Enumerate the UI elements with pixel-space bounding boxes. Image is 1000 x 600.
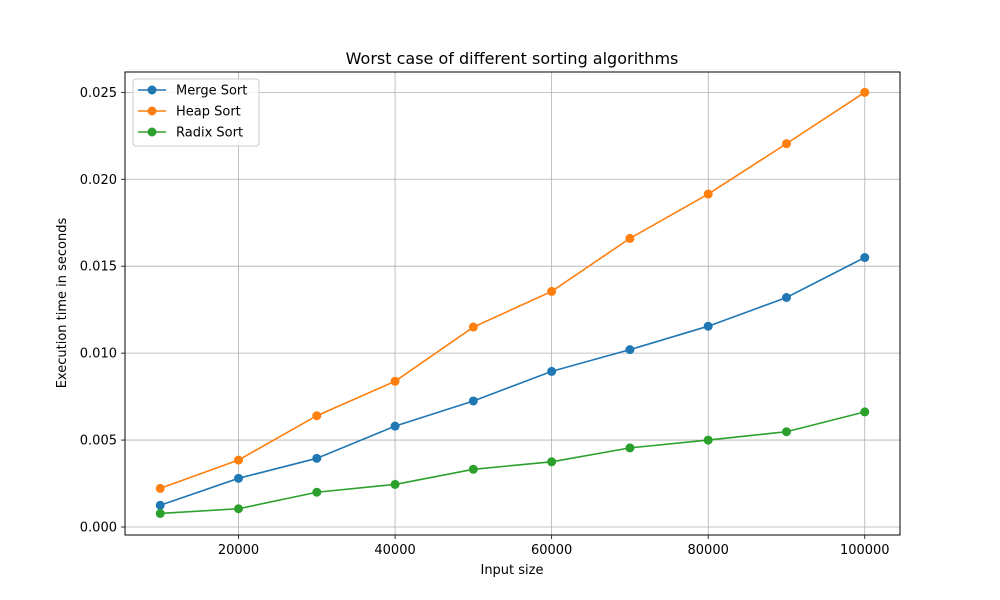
series-layer — [155, 87, 870, 518]
legend-label-merge-sort: Merge Sort — [176, 84, 247, 99]
x-tick-label: 60000 — [531, 543, 572, 558]
data-point-radix-sort — [703, 435, 713, 445]
data-point-merge-sort — [155, 500, 165, 510]
x-axis-label: Input size — [480, 563, 543, 578]
x-tick-label: 100000 — [840, 543, 890, 558]
plot-frame — [124, 71, 901, 536]
y-tick-label: 0.005 — [80, 434, 117, 449]
axis-ticks: 20000 40000 60000 80000 100000 0.000 0.005 0.01… — [80, 86, 890, 558]
data-point-heap-sort — [234, 455, 244, 465]
data-point-radix-sort — [312, 487, 322, 497]
data-point-heap-sort — [860, 87, 870, 97]
series-line-heap-sort — [159, 91, 866, 490]
data-point-merge-sort — [312, 453, 322, 463]
legend: Merge Sort Heap Sort Radix Sort — [132, 78, 260, 147]
data-point-merge-sort — [234, 473, 244, 483]
x-tick-label: 40000 — [374, 543, 415, 558]
data-point-merge-sort — [390, 421, 400, 431]
x-tick-label: 20000 — [218, 543, 259, 558]
data-point-radix-sort — [390, 479, 400, 489]
series-line-radix-sort — [160, 411, 865, 515]
data-point-merge-sort — [625, 345, 635, 355]
series-radix-sort — [155, 407, 870, 518]
data-point-radix-sort — [625, 443, 635, 453]
legend-label-radix-sort: Radix Sort — [176, 126, 243, 141]
series-line-merge-sort — [159, 256, 866, 507]
data-point-merge-sort — [703, 321, 713, 331]
data-point-heap-sort — [625, 233, 635, 243]
series-heap-sort — [155, 87, 870, 493]
y-tick-label: 0.025 — [80, 86, 117, 101]
chart-title: Worst case of different sorting algorith… — [346, 49, 679, 68]
y-tick-label: 0.000 — [80, 521, 117, 536]
data-point-heap-sort — [155, 483, 165, 493]
series-merge-sort — [155, 253, 870, 510]
legend-label-heap-sort: Heap Sort — [176, 105, 241, 120]
data-point-heap-sort — [547, 286, 557, 296]
legend-marker-radix-sort — [147, 127, 157, 137]
data-point-merge-sort — [781, 293, 791, 303]
data-point-heap-sort — [468, 322, 478, 332]
data-point-radix-sort — [781, 427, 791, 437]
y-tick-label: 0.020 — [80, 173, 117, 188]
data-point-radix-sort — [468, 464, 478, 474]
data-point-heap-sort — [781, 139, 791, 149]
legend-marker-heap-sort — [147, 106, 157, 116]
data-point-merge-sort — [860, 253, 870, 263]
data-point-merge-sort — [547, 366, 557, 376]
y-axis-label: Execution time in seconds — [55, 218, 70, 389]
y-tick-label: 0.010 — [80, 347, 117, 362]
data-point-heap-sort — [312, 411, 322, 421]
data-point-radix-sort — [155, 508, 165, 518]
legend-marker-merge-sort — [147, 85, 157, 95]
y-tick-label: 0.015 — [80, 260, 117, 275]
data-point-merge-sort — [468, 396, 478, 406]
x-tick-label: 80000 — [688, 543, 729, 558]
data-point-radix-sort — [234, 504, 244, 514]
data-point-heap-sort — [390, 376, 400, 386]
data-point-heap-sort — [703, 189, 713, 199]
data-point-radix-sort — [860, 407, 870, 417]
data-point-radix-sort — [547, 457, 557, 467]
legend-box — [132, 78, 260, 147]
